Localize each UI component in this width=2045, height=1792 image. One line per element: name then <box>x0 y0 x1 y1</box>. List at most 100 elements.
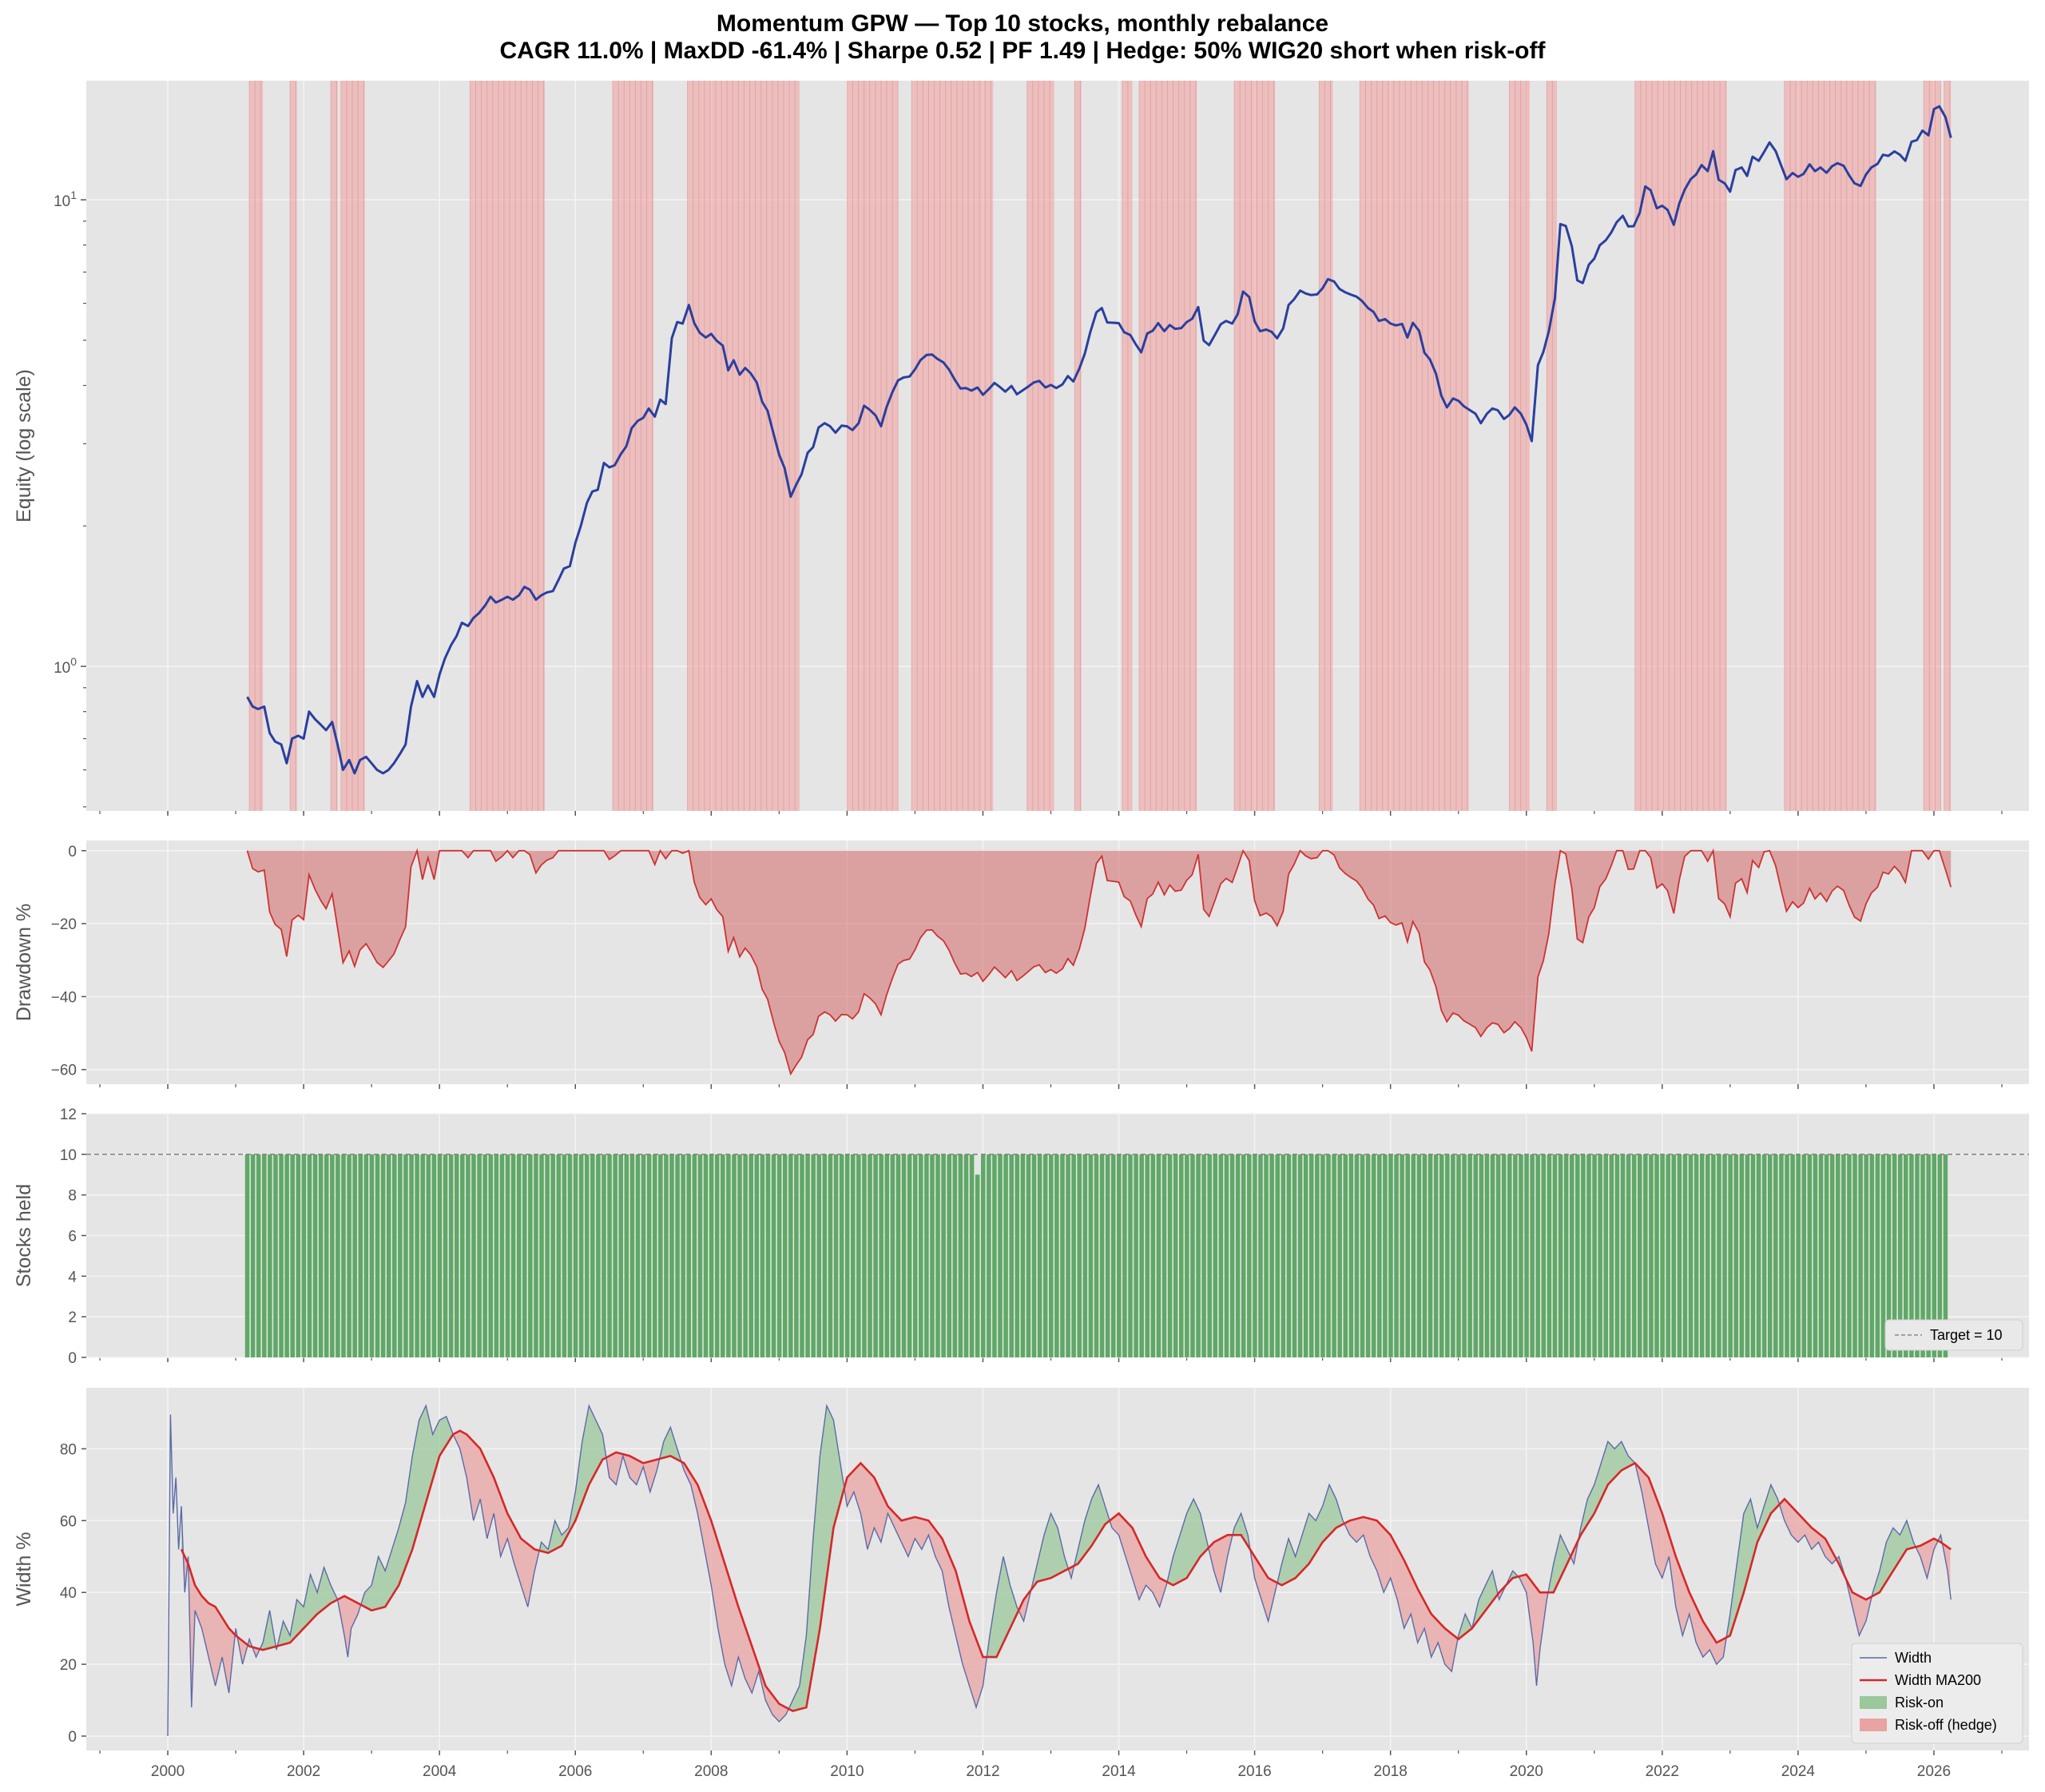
risk-off-fill <box>682 1462 789 1722</box>
stocks-held-bar <box>800 1154 804 1357</box>
stocks-held-bar <box>1049 1154 1054 1357</box>
riskoff-band <box>470 81 545 811</box>
stocks-y-axis-label: Stocks held <box>13 1184 35 1287</box>
stocks-held-bar <box>1801 1154 1807 1357</box>
stocks-held-bar <box>324 1154 329 1357</box>
stocks-held-bar <box>1575 1154 1580 1357</box>
risk-off-fill <box>339 1595 361 1653</box>
legend-box <box>1851 1643 2023 1744</box>
stocks-held-bar <box>1343 1154 1348 1357</box>
drawdown-y-tick-label: 0 <box>68 844 77 860</box>
stocks-held-bar <box>1586 1154 1591 1357</box>
stocks-held-bar <box>1031 1154 1037 1357</box>
stocks-held-bar <box>1915 1154 1920 1357</box>
riskoff-band <box>1074 81 1082 811</box>
riskoff-band <box>1234 81 1276 811</box>
stocks-held-bar <box>1473 1154 1479 1357</box>
stocks-held-bar <box>1829 1154 1835 1357</box>
stocks-held-bar <box>641 1154 646 1357</box>
stocks-held-bar <box>1428 1154 1433 1357</box>
stocks-held-bar <box>941 1154 946 1357</box>
stocks-held-bar <box>1614 1154 1620 1357</box>
stocks-held-bar <box>1213 1154 1218 1357</box>
stocks-held-bar <box>1094 1154 1099 1357</box>
stocks-held-bar <box>1620 1154 1626 1357</box>
stocks-held-bar <box>573 1154 578 1357</box>
stocks-held-bar <box>415 1154 419 1357</box>
stocks-held-bar <box>1281 1154 1286 1357</box>
stocks-held-bar <box>1558 1154 1563 1357</box>
stocks-held-bar <box>1756 1154 1761 1357</box>
stocks-held-bar <box>1643 1154 1648 1357</box>
stocks-held-bar <box>1666 1154 1670 1357</box>
width-y-tick-label: 20 <box>60 1657 77 1674</box>
stocks-held-bar <box>1337 1154 1342 1357</box>
stocks-held-bar <box>534 1154 538 1357</box>
legend-box <box>1884 1319 2023 1351</box>
stocks-held-bar <box>420 1154 425 1357</box>
x-tick-label: 2000 <box>151 1763 185 1780</box>
stocks-held-bar <box>703 1154 709 1357</box>
risk-off-fill <box>1209 1535 1232 1593</box>
stocks-held-bar <box>1490 1154 1495 1357</box>
stocks-held-bar <box>907 1154 912 1357</box>
stocks-held-bar <box>1088 1154 1094 1357</box>
riskoff-band <box>290 81 297 811</box>
stocks-held-bar <box>1105 1154 1110 1357</box>
stocks-held-bar <box>369 1154 375 1357</box>
stocks-held-bar <box>403 1154 408 1357</box>
stocks-held-bar <box>477 1154 482 1357</box>
risk-on-fill <box>987 1556 1019 1658</box>
stocks-held-bar <box>816 1154 822 1357</box>
stocks-held-bar <box>890 1154 895 1357</box>
stocks-held-bar <box>1796 1154 1801 1357</box>
legend-label-risk-on: Risk-on <box>1895 1695 1944 1711</box>
stocks-held-bar <box>1015 1154 1020 1357</box>
equity-y-tick-label: 101 <box>54 189 77 210</box>
stocks-held-bar <box>618 1154 623 1357</box>
stocks-held-bar <box>1071 1154 1076 1357</box>
stocks-held-bar <box>1563 1154 1569 1357</box>
stocks-held-bar <box>431 1154 437 1357</box>
stocks-held-bar <box>805 1154 810 1357</box>
stocks-held-bar <box>1348 1154 1354 1357</box>
stocks-held-bar <box>1733 1154 1738 1357</box>
stocks-held-bar <box>471 1154 476 1357</box>
stocks-held-bar <box>856 1154 861 1357</box>
stocks-held-bar <box>1541 1154 1547 1357</box>
riskoff-band <box>1360 81 1469 811</box>
stocks-held-bar <box>244 1154 250 1357</box>
stocks-held-bar <box>268 1154 272 1357</box>
riskoff-band <box>911 81 994 811</box>
risk-on-fill <box>1549 1535 1570 1593</box>
stocks-held-bar <box>987 1154 991 1357</box>
risk-off-fill <box>1019 1591 1030 1622</box>
stocks-held-bar <box>1609 1154 1614 1357</box>
stocks-held-bar <box>1852 1154 1857 1357</box>
stocks-held-bar <box>1179 1154 1184 1357</box>
stocks-held-bar <box>1603 1154 1608 1357</box>
stocks-held-bar <box>1269 1154 1274 1357</box>
stocks-held-bar <box>567 1154 573 1357</box>
stocks-held-bar <box>1275 1154 1280 1357</box>
stocks-held-bar <box>1836 1154 1840 1357</box>
stocks-held-bar <box>992 1154 997 1357</box>
stocks-held-bar <box>1705 1154 1710 1357</box>
width-panel: 2000 2002 2004 2006 2008 2010 2012 2014 2016 2018… <box>13 1388 2029 1780</box>
drawdown-y-tick-label: −60 <box>51 1063 77 1079</box>
risk-on-fill <box>1167 1499 1209 1586</box>
width-line <box>167 1404 1952 1737</box>
stocks-held-bar <box>765 1154 771 1357</box>
drawdown-y-tick-label: −20 <box>51 916 77 933</box>
risk-on-fill <box>790 1405 844 1711</box>
stocks-held-bar <box>460 1154 465 1357</box>
stocks-held-bar <box>273 1154 278 1357</box>
stocks-held-bar <box>1201 1154 1206 1357</box>
stocks-held-bar <box>760 1154 765 1357</box>
risk-off-fill <box>844 1463 986 1708</box>
stocks-held-bar <box>868 1154 872 1357</box>
stocks-held-bar <box>811 1154 816 1357</box>
stocks-held-bar <box>664 1154 669 1357</box>
stocks-held-bar <box>794 1154 799 1357</box>
